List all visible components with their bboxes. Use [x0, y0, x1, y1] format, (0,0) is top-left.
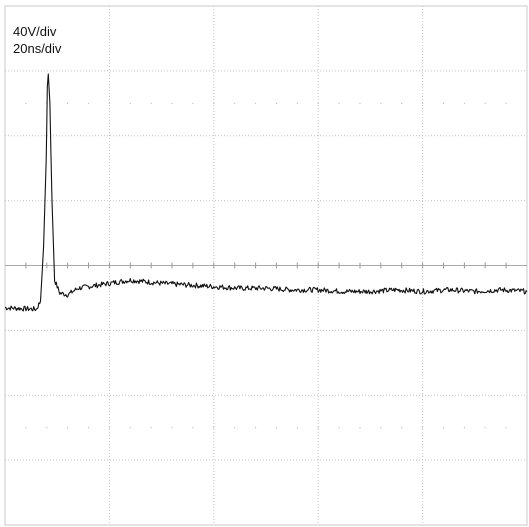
- graticule-dot: [422, 427, 424, 429]
- graticule-dot: [338, 102, 340, 104]
- graticule-dot: [317, 427, 319, 429]
- graticule-dot: [255, 102, 257, 104]
- volts-per-div-label: 40V/div: [13, 24, 57, 39]
- time-per-div-label: 20ns/div: [13, 41, 62, 56]
- graticule-dot: [25, 427, 27, 429]
- graticule-dot: [359, 102, 361, 104]
- graticule-dot: [380, 427, 382, 429]
- graticule-dot: [234, 102, 236, 104]
- waveform-trace: [4, 73, 528, 312]
- graticule-dot: [87, 427, 90, 429]
- graticule-dot: [150, 427, 152, 429]
- graticule-dot: [192, 427, 194, 429]
- graticule-dot: [255, 427, 257, 429]
- graticule-dot: [25, 102, 27, 104]
- graticule-dot: [463, 427, 465, 429]
- graticule-dot: [192, 102, 194, 104]
- graticule-dot: [46, 427, 48, 429]
- graticule-dot: [129, 102, 131, 104]
- graticule-dot: [317, 102, 319, 104]
- graticule: [4, 5, 528, 526]
- graticule-dot: [108, 427, 110, 429]
- graticule-dot: [463, 102, 465, 104]
- graticule-dot: [67, 102, 69, 104]
- graticule-dot: [296, 102, 298, 104]
- graticule-dot: [401, 102, 403, 104]
- graticule-dot: [129, 427, 131, 429]
- graticule-dot: [296, 427, 298, 429]
- graticule-dot: [234, 427, 236, 429]
- graticule-dot: [171, 427, 173, 429]
- graticule-dot: [150, 102, 152, 104]
- graticule-dot: [67, 427, 69, 429]
- graticule-dot: [275, 102, 277, 104]
- graticule-dot: [359, 427, 361, 429]
- graticule-dot: [380, 102, 382, 104]
- graticule-dot: [422, 102, 424, 104]
- graticule-dot: [108, 102, 110, 104]
- graticule-dot: [442, 102, 445, 104]
- graticule-dot: [213, 102, 215, 104]
- graticule-dot: [484, 427, 486, 429]
- series-line: [4, 73, 528, 312]
- graticule-dot: [442, 427, 445, 429]
- graticule-dot: [213, 427, 215, 429]
- graticule-dot: [87, 102, 90, 104]
- graticule-dot: [484, 102, 486, 104]
- graticule-dot: [275, 427, 277, 429]
- graticule-dot: [505, 102, 507, 104]
- graticule-dot: [171, 102, 173, 104]
- graticule-dot: [401, 427, 403, 429]
- graticule-dot: [338, 427, 340, 429]
- graticule-dot: [505, 427, 507, 429]
